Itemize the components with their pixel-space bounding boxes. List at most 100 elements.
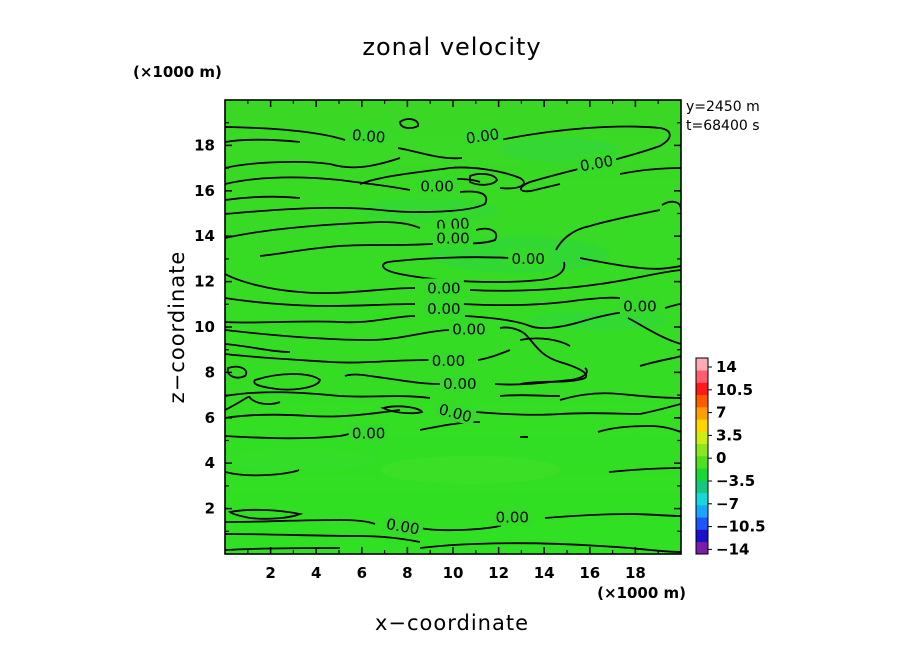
contour-line [225, 195, 301, 201]
colorbar-label: 0 [716, 449, 726, 467]
colorbar-segment [696, 358, 708, 371]
contour-label-bg [428, 351, 469, 370]
x-tick-label: 12 [488, 564, 509, 582]
chart-title: zonal velocity [362, 33, 541, 61]
contour-label-text: 0.00 [443, 375, 476, 393]
contour-line [225, 138, 401, 169]
contour-label: 0.00 [433, 228, 473, 247]
y-tick-label: 8 [205, 363, 215, 381]
y-tick-label: 6 [205, 409, 215, 427]
colorbar-frame [695, 357, 709, 555]
colorbar-label: −3.5 [716, 472, 755, 490]
contour-label-text: 0.00 [579, 152, 615, 176]
contour-label-bg [381, 513, 425, 539]
colorbar-label: 3.5 [716, 426, 743, 444]
contour-label: 0.00 [381, 513, 425, 539]
contour-label-text: 0.00 [496, 509, 529, 527]
contour-label: 0.00 [619, 296, 660, 316]
x-unit-label: (×1000 m) [597, 584, 686, 602]
info-t: t=68400 s [686, 118, 760, 134]
contour-line [225, 176, 488, 215]
y-tick-label: 4 [205, 454, 215, 472]
contour-label: 0.00 [575, 150, 618, 176]
contour-line [225, 311, 629, 329]
colorbar-segment [696, 394, 708, 408]
contour-label-text: 0.00 [352, 425, 385, 443]
contour-line [228, 508, 304, 520]
contour-label: 0.00 [448, 319, 489, 338]
colorbar-segment [696, 541, 708, 555]
contour-label: 0.00 [348, 124, 390, 147]
contour-label-bg [433, 228, 473, 247]
y-axis-label: z−coordinate [165, 251, 189, 404]
contour-label-bg [423, 278, 464, 297]
y-tick-label: 2 [205, 500, 215, 518]
x-tick-label: 2 [265, 564, 275, 582]
contour-label-text: 0.00 [512, 250, 545, 268]
colorbar-segment [696, 517, 708, 530]
colorbar-label: 10.5 [716, 381, 753, 399]
y-tick-label: 16 [194, 182, 215, 200]
contour-line [555, 209, 681, 270]
colorbar-segment [696, 492, 708, 506]
contour-label: 0.00 [423, 278, 464, 297]
contour-line [359, 166, 525, 190]
contour-label-text: 0.00 [452, 320, 485, 338]
contour-label-bg [348, 124, 390, 147]
contour-label-bg [348, 423, 389, 442]
contour-label-text: 0.00 [427, 300, 460, 318]
contour-label-bg [417, 176, 458, 195]
contour-label: 0.00 [423, 298, 464, 318]
contour-label-text: 0.00 [436, 229, 469, 247]
contour-label: 0.00 [417, 176, 458, 195]
contour-line [627, 317, 681, 345]
contour-labels: 0.00 0.00 0.00 0.00 0.00 0.00 0.00 0.00 0.00 0.00… [348, 123, 660, 539]
y-tick-label: 14 [194, 227, 215, 245]
contour-line [225, 395, 281, 411]
x-axis-label: x−coordinate [375, 611, 529, 635]
contour-label-bg [439, 373, 480, 392]
contour-line [639, 355, 681, 367]
contour-label-text: 0.00 [427, 279, 460, 297]
colorbar-segment [696, 529, 708, 543]
contour-line [225, 403, 681, 419]
zero-contours [225, 118, 681, 553]
contour-label-text: 0.00 [623, 298, 656, 316]
contour-line [225, 337, 571, 364]
colorbar-segment [696, 456, 708, 469]
contour-line [597, 425, 681, 433]
y-tick-label: 18 [194, 136, 215, 154]
plot-area: 0.00 0.00 0.00 0.00 0.00 0.00 0.00 0.00 0.00 0.00… [224, 99, 682, 555]
contour-label-bg [433, 398, 478, 427]
contour-label: 0.00 [428, 351, 469, 370]
contour-line [225, 221, 498, 257]
colorbar: 14 10.5 7 3.5 0 −3.5 −7 −10.5 −14 [695, 357, 766, 558]
colorbar-segment [696, 407, 708, 420]
contour-line [608, 467, 681, 473]
contour-label-text: 0.00 [420, 177, 453, 195]
colorbar-label: −10.5 [716, 518, 766, 536]
colorbar-segment [696, 443, 708, 457]
contour-label: 0.00 [492, 507, 533, 527]
contour-line [225, 391, 561, 399]
y-axis: 2 4 6 8 10 12 14 16 18 [194, 122, 681, 532]
colorbar-label: 7 [716, 404, 726, 422]
colorbar-label: 14 [716, 358, 737, 376]
contour-label-text: 0.00 [432, 352, 465, 370]
contour-label: 0.00 [439, 373, 480, 393]
colorbar-segment [696, 468, 708, 481]
colorbar-segment [696, 419, 708, 432]
colorbar-segment [696, 431, 708, 445]
colorbar-segment [696, 382, 708, 396]
contour-line [225, 269, 681, 295]
contour-line [399, 118, 420, 129]
x-tick-label: 8 [402, 564, 412, 582]
contour-line [380, 405, 424, 415]
colorbar-segment [696, 370, 708, 383]
x-tick-label: 10 [443, 564, 464, 582]
contour-label-text: 0.00 [351, 126, 386, 147]
contour-label-bg [619, 296, 660, 315]
y-tick-label: 10 [194, 318, 215, 336]
contour-label-bg [461, 123, 504, 148]
